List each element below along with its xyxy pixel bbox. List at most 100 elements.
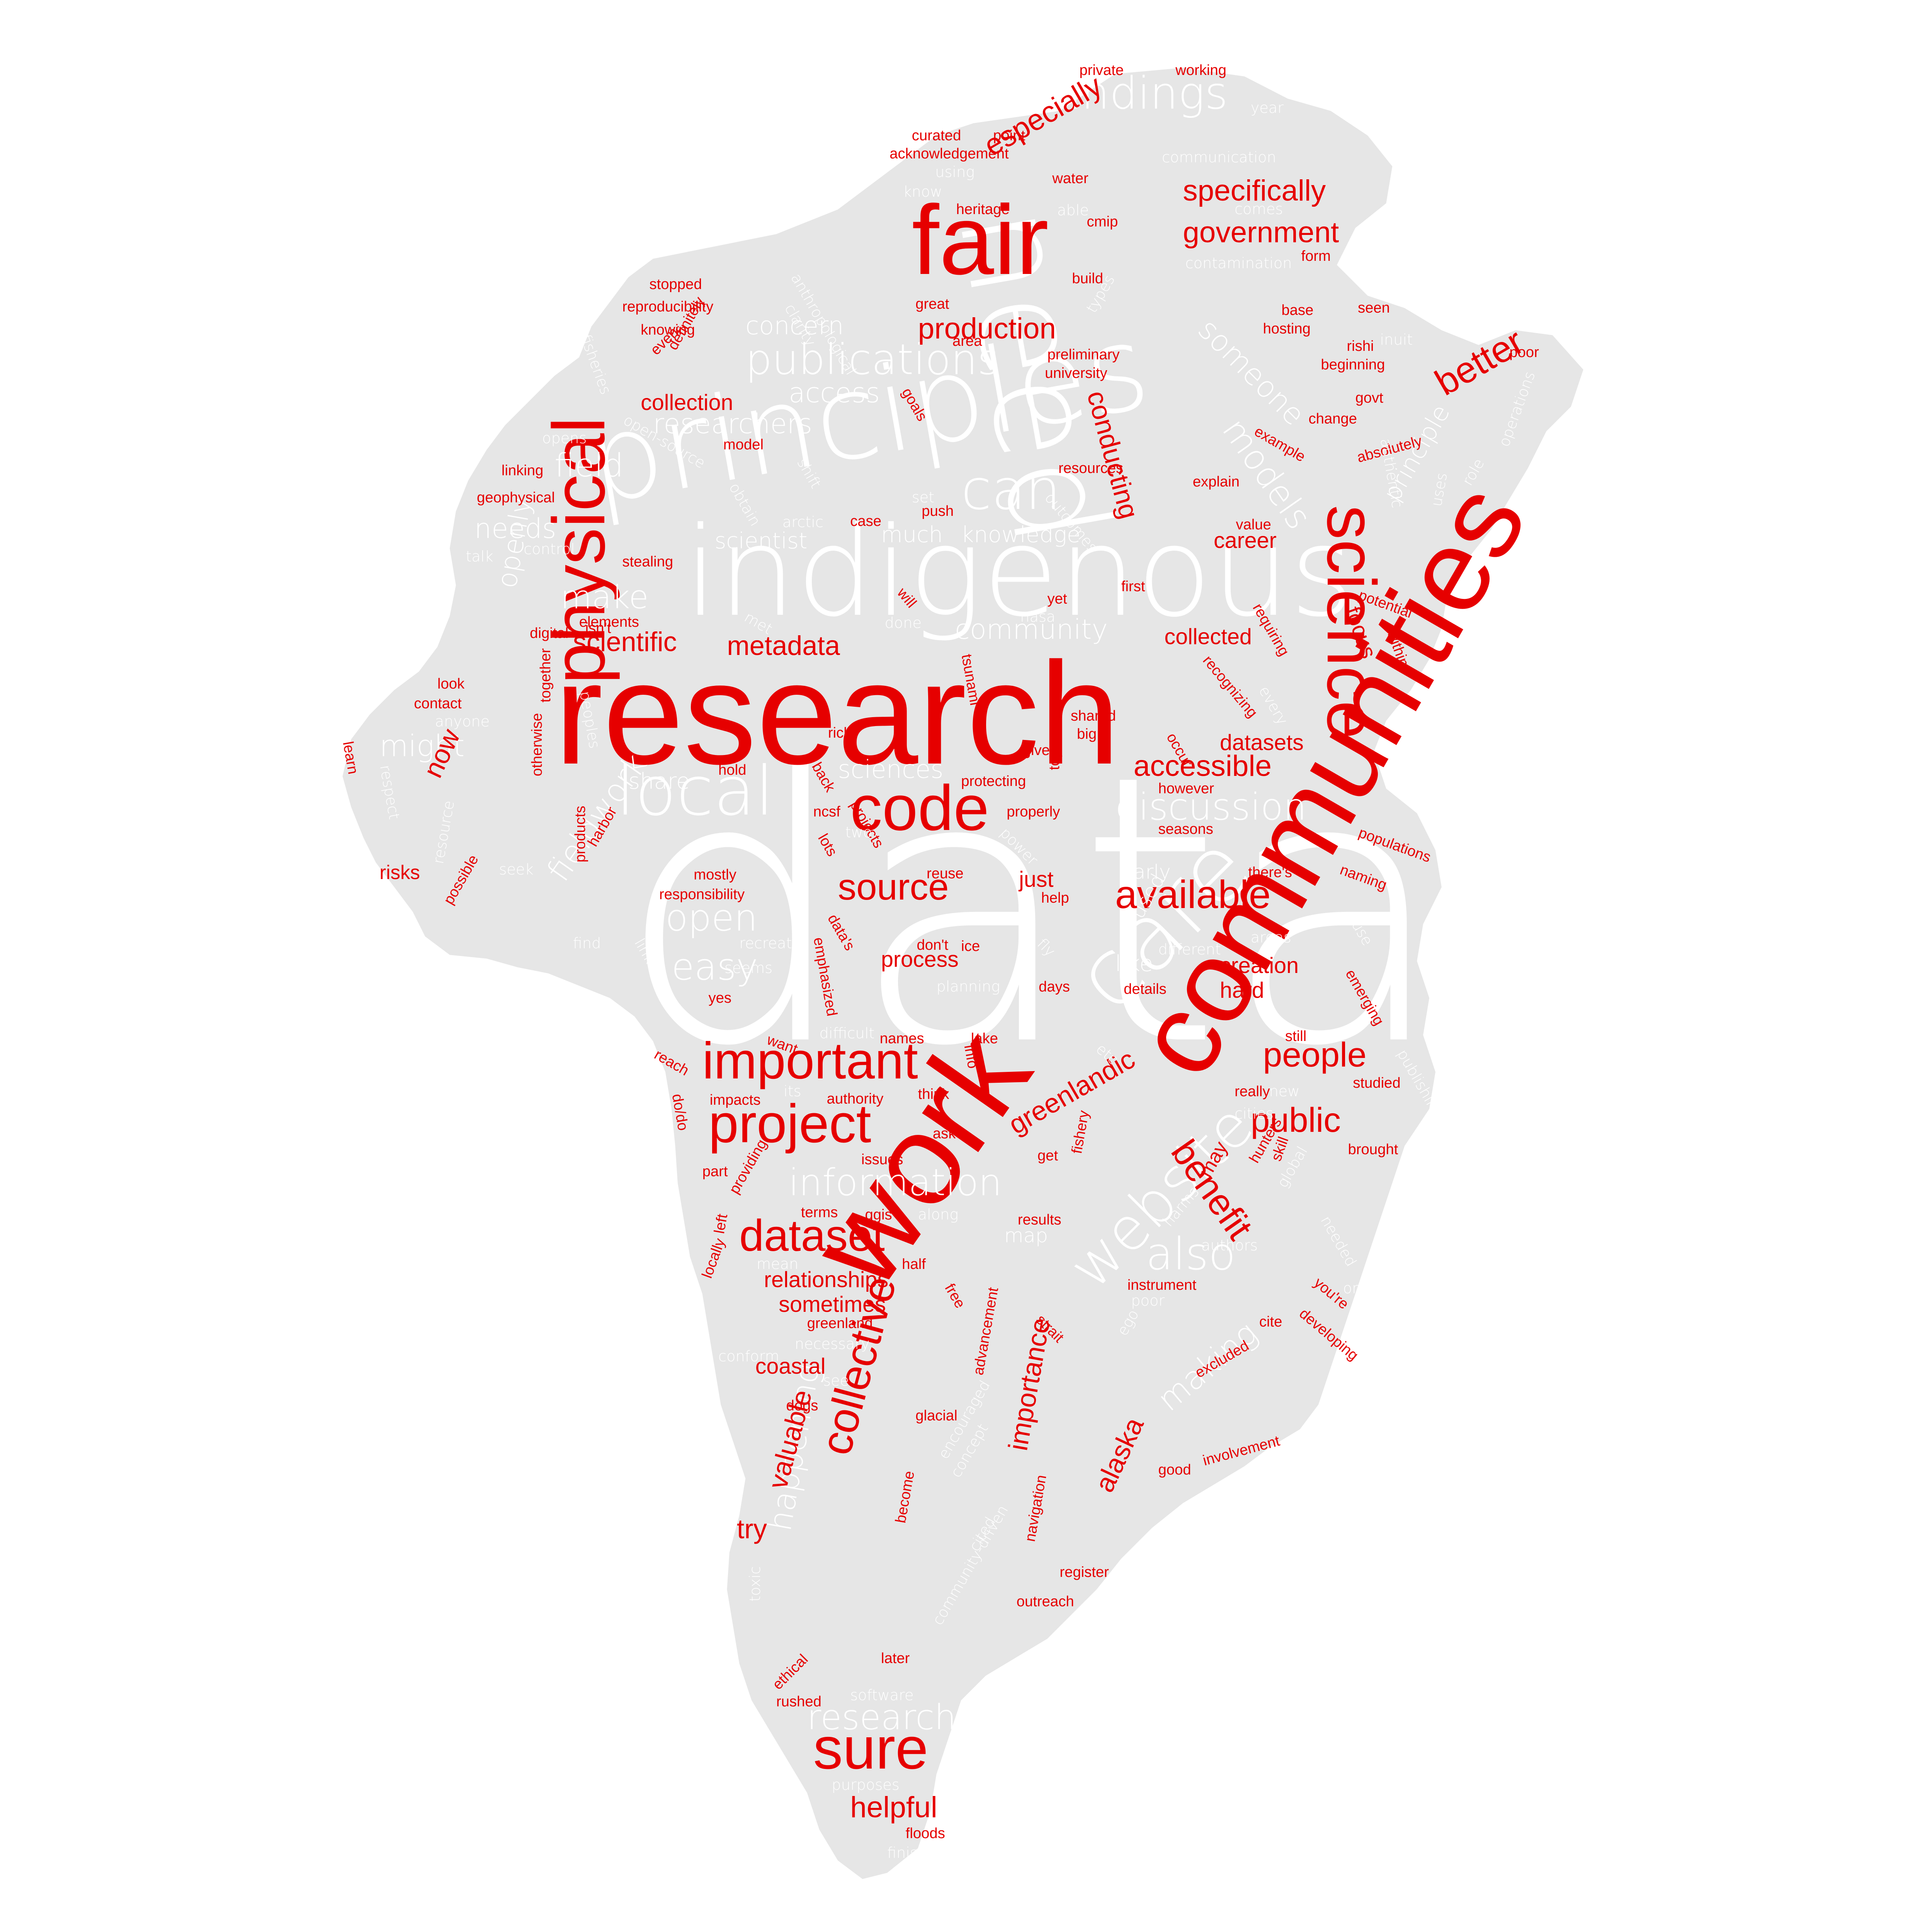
word-necessary: necessary	[794, 1335, 870, 1353]
word-big: big	[1077, 726, 1097, 743]
word-cities: cities	[1235, 1105, 1274, 1122]
word-research: research	[554, 632, 1120, 795]
word-private: private	[1079, 61, 1124, 78]
word-different: different	[1158, 941, 1221, 959]
word-ncsf: ncsf	[813, 803, 840, 820]
word-there-s: there's	[1248, 864, 1292, 881]
word-specifically: specifically	[1183, 174, 1326, 207]
word-one: one	[1343, 1280, 1371, 1298]
word-seasons: seasons	[1158, 820, 1213, 837]
word-coastal: coastal	[755, 1354, 826, 1379]
word-poor: poor	[1509, 344, 1539, 361]
word-datasets: datasets	[1219, 730, 1304, 755]
word-water: water	[1052, 170, 1088, 187]
word-collection: collection	[641, 390, 733, 415]
word-contact: contact	[414, 695, 462, 712]
word-early: early	[1121, 861, 1171, 884]
word-new: new	[1269, 1083, 1300, 1100]
word-knowing: knowing	[641, 321, 695, 338]
word-might: might	[379, 729, 465, 764]
word-mean: mean	[756, 1255, 799, 1273]
word-risks: risks	[379, 861, 420, 884]
word-details: details	[1124, 981, 1167, 998]
word-later: later	[881, 1650, 910, 1667]
word-metadata: metadata	[727, 630, 840, 661]
word-code: code	[850, 772, 989, 844]
word-ice: ice	[961, 937, 980, 954]
word-days: days	[1039, 978, 1070, 995]
word-available: available	[1115, 872, 1271, 917]
word-local: local	[616, 752, 774, 831]
word-floods: floods	[905, 1825, 945, 1842]
word-mostly: mostly	[694, 866, 736, 883]
word-register: register	[1060, 1563, 1109, 1580]
word-acknowledgement: acknowledgement	[889, 145, 1009, 162]
word-explain: explain	[1192, 473, 1240, 490]
word-comes: comes	[1235, 200, 1283, 218]
word-access: access	[788, 377, 880, 409]
word-change: change	[1308, 410, 1357, 427]
word-dogs: dogs	[786, 1397, 818, 1414]
word-results: results	[1017, 1211, 1061, 1228]
word-recreate: recreate	[739, 935, 801, 952]
word-reuse: reuse	[926, 865, 964, 882]
word-data: data	[616, 696, 1449, 1127]
word-finish: finish	[887, 1844, 927, 1862]
word-case: case	[850, 512, 882, 529]
word-areas: areas	[1250, 929, 1291, 946]
word-researchers: researchers	[653, 408, 813, 440]
word-university: university	[1045, 365, 1107, 382]
word-software: software	[850, 1686, 914, 1704]
word-nasa: nasa	[1020, 608, 1056, 626]
word-hard: hard	[1219, 978, 1264, 1003]
word-ask: ask	[932, 1125, 956, 1142]
word-yes: yes	[708, 989, 732, 1006]
word-impacts: impacts	[709, 1092, 761, 1109]
word-value: value	[1236, 516, 1271, 533]
word-hosting: hosting	[1263, 320, 1311, 337]
word-control: control	[524, 541, 575, 558]
word-public: public	[1250, 1100, 1341, 1139]
word-researcher: researcher	[807, 1697, 992, 1738]
word-inuit: inuit	[1380, 331, 1413, 349]
word-products: products	[571, 806, 588, 863]
word-yet: yet	[1047, 590, 1067, 607]
word-talk: talk	[466, 548, 493, 566]
word-arctic: arctic	[782, 513, 823, 531]
word-greenland: greenland	[807, 1315, 873, 1332]
word-can: can	[961, 457, 1061, 522]
word-don-t: don't	[917, 936, 949, 953]
word-top: top	[1046, 749, 1063, 770]
word-seek: seek	[499, 861, 534, 879]
word-anyone: anyone	[435, 713, 490, 731]
word-point: point	[993, 127, 1026, 144]
word-working: working	[1175, 61, 1226, 78]
word-source: source	[838, 866, 949, 908]
word-see: see	[823, 1372, 849, 1390]
word-process: process	[881, 947, 959, 972]
word-toxic: toxic	[746, 1566, 764, 1602]
word-authors: authors	[1201, 1236, 1258, 1254]
word-area: area	[952, 333, 982, 350]
word-sciences: sciences	[838, 755, 944, 784]
word-government: government	[1183, 216, 1339, 249]
word-set: set	[912, 489, 935, 507]
word-purposes: purposes	[832, 1776, 900, 1794]
word-able: able	[1057, 202, 1089, 219]
word-linking: linking	[501, 462, 544, 479]
word-push: push	[922, 503, 954, 520]
word-help: help	[1041, 889, 1069, 906]
word-sure: sure	[813, 1715, 929, 1782]
word-discussion: discussion	[1115, 785, 1307, 828]
word-however: however	[1158, 780, 1214, 797]
word-teachers: teachers	[1343, 1378, 1408, 1396]
word-accessible: accessible	[1133, 750, 1272, 783]
word-curated: curated	[912, 127, 961, 144]
word-much: much	[881, 522, 943, 548]
word-scientific: scientific	[573, 626, 677, 657]
word-still: still	[1285, 1027, 1307, 1044]
word-open: open	[665, 896, 758, 939]
word-field: field	[554, 446, 624, 484]
word-govt: govt	[1355, 389, 1383, 406]
word-planning: planning	[936, 978, 1000, 996]
